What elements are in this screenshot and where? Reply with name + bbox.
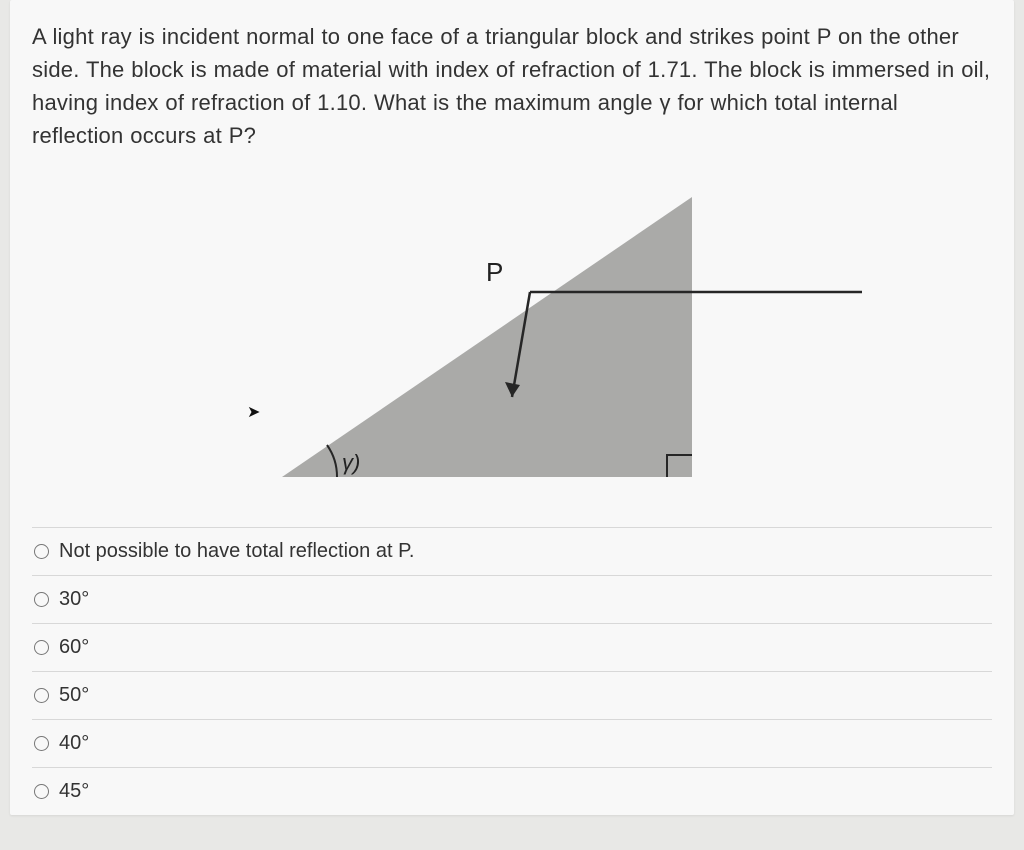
question-card: A light ray is incident normal to one fa… — [10, 0, 1014, 815]
option-row[interactable]: 60° — [32, 624, 992, 672]
radio-icon[interactable] — [34, 688, 49, 703]
label-p: P — [486, 257, 503, 287]
figure-container: ➤ P γ) — [32, 152, 992, 527]
radio-icon[interactable] — [34, 544, 49, 559]
option-label: 50° — [59, 684, 89, 707]
option-label: Not possible to have total reflection at… — [59, 540, 414, 563]
triangle-diagram: P γ) — [162, 177, 862, 497]
option-label: 30° — [59, 588, 89, 611]
option-label: 45° — [59, 780, 89, 803]
option-label: 60° — [59, 636, 89, 659]
option-row[interactable]: 40° — [32, 720, 992, 768]
option-row[interactable]: 45° — [32, 768, 992, 815]
options-list: Not possible to have total reflection at… — [32, 527, 992, 815]
radio-icon[interactable] — [34, 736, 49, 751]
radio-icon[interactable] — [34, 592, 49, 607]
option-row[interactable]: 50° — [32, 672, 992, 720]
radio-icon[interactable] — [34, 784, 49, 799]
label-gamma: γ) — [342, 450, 360, 475]
question-text: A light ray is incident normal to one fa… — [32, 20, 992, 152]
radio-icon[interactable] — [34, 640, 49, 655]
option-label: 40° — [59, 732, 89, 755]
option-row[interactable]: Not possible to have total reflection at… — [32, 528, 992, 576]
option-row[interactable]: 30° — [32, 576, 992, 624]
